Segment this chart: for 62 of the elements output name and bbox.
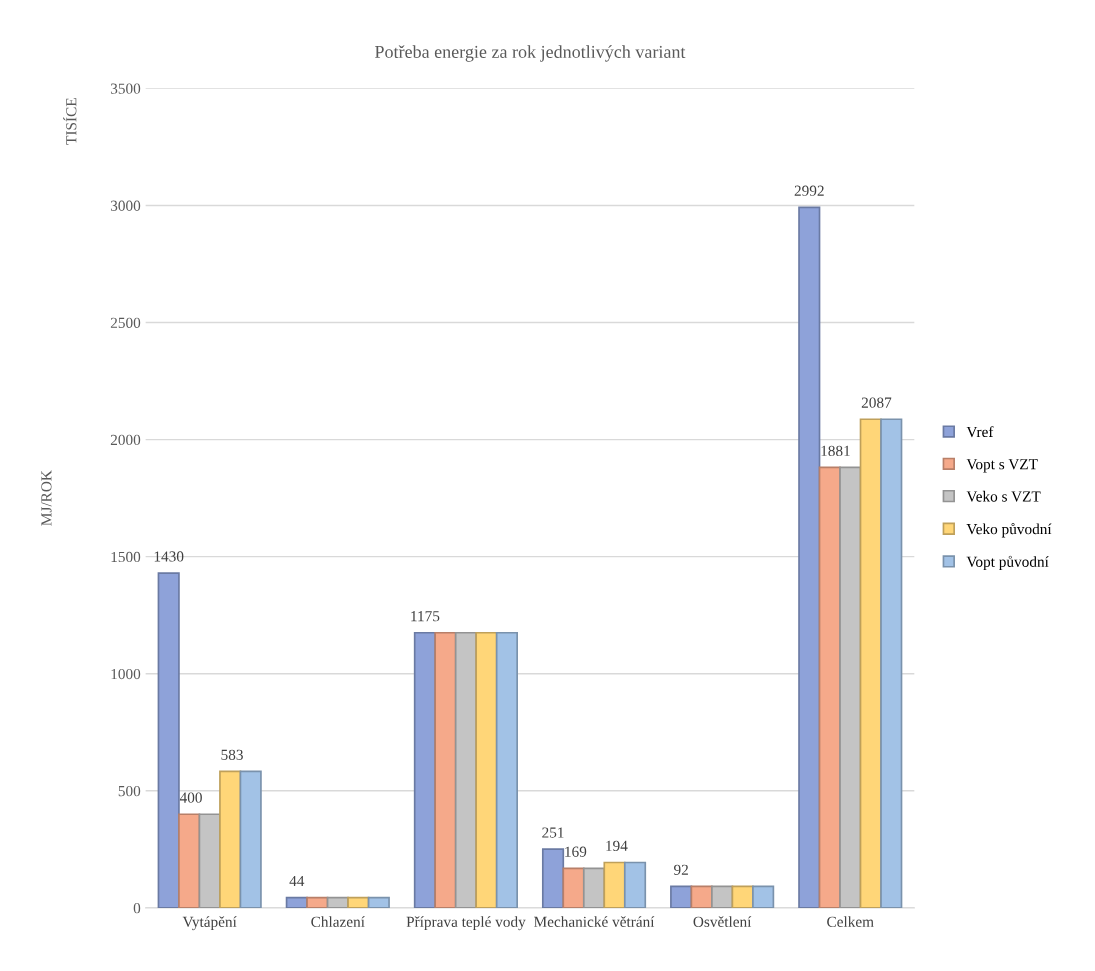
x-tick-label: Osvětlení [693,916,752,927]
bar [818,466,841,908]
y-tick-label: 3500 [110,83,141,94]
bar [603,861,626,908]
legend-label: Vopt původní [966,555,1049,571]
bar [582,867,606,908]
data-label: 169 [565,846,587,857]
data-label: 2087 [861,397,892,408]
bar [434,631,457,908]
data-label: 44 [289,875,305,886]
bar [306,896,329,908]
bar [541,848,565,908]
y-tick-label: 1000 [111,668,141,680]
legend-label: Veko původní [966,523,1052,538]
data-label: 583 [221,749,243,760]
bar [413,631,437,908]
bar [798,206,821,908]
x-tick-label: Příprava teplé vody [406,916,526,931]
bar [239,770,262,908]
y-tick-label: 2000 [110,434,141,446]
data-label: 92 [674,864,688,875]
bar [859,418,882,908]
bar [839,466,862,908]
legend-label: Vref [966,426,994,438]
bar [623,861,647,908]
data-label: 1175 [411,611,440,622]
chart-title: Potřeba energie za rok jednotlivých variant [374,45,686,62]
x-tick-label: Vytápění [182,916,237,931]
y-tick-label: 500 [118,785,141,797]
bar [285,896,308,908]
data-label: 1430 [154,551,184,562]
y-tick-label: 2500 [110,317,141,328]
bar [670,885,693,908]
bar [367,896,390,908]
y-tick-label: 3000 [110,200,141,211]
bar [219,770,242,908]
bar [880,418,903,908]
bar [475,631,498,908]
bar [157,572,180,908]
legend-label: Vopt s VZT [966,459,1038,473]
data-label: 400 [179,792,202,803]
text: TISÍCE [63,98,77,145]
bar [711,885,734,908]
bar [495,631,519,908]
legend-label: Veko s VZT [966,490,1041,502]
bar [454,631,478,908]
data-label: 251 [542,827,564,838]
bar [178,813,201,908]
bar [347,896,370,908]
y-axis-title: MJ/ROK [41,470,52,526]
x-tick-label: Celkem [827,916,874,927]
data-label: 1881 [821,445,850,457]
x-tick-label: Mechanické větrání [534,916,655,927]
data-label: 2992 [794,185,824,196]
bar [326,896,349,908]
bar [562,867,585,908]
data-label: 194 [606,840,628,852]
bar [198,813,221,908]
bar [752,885,775,908]
x-tick-label: Chlazení [311,916,365,927]
y-tick-label: 1500 [111,551,141,563]
y-tick-label: 0 [133,903,141,914]
